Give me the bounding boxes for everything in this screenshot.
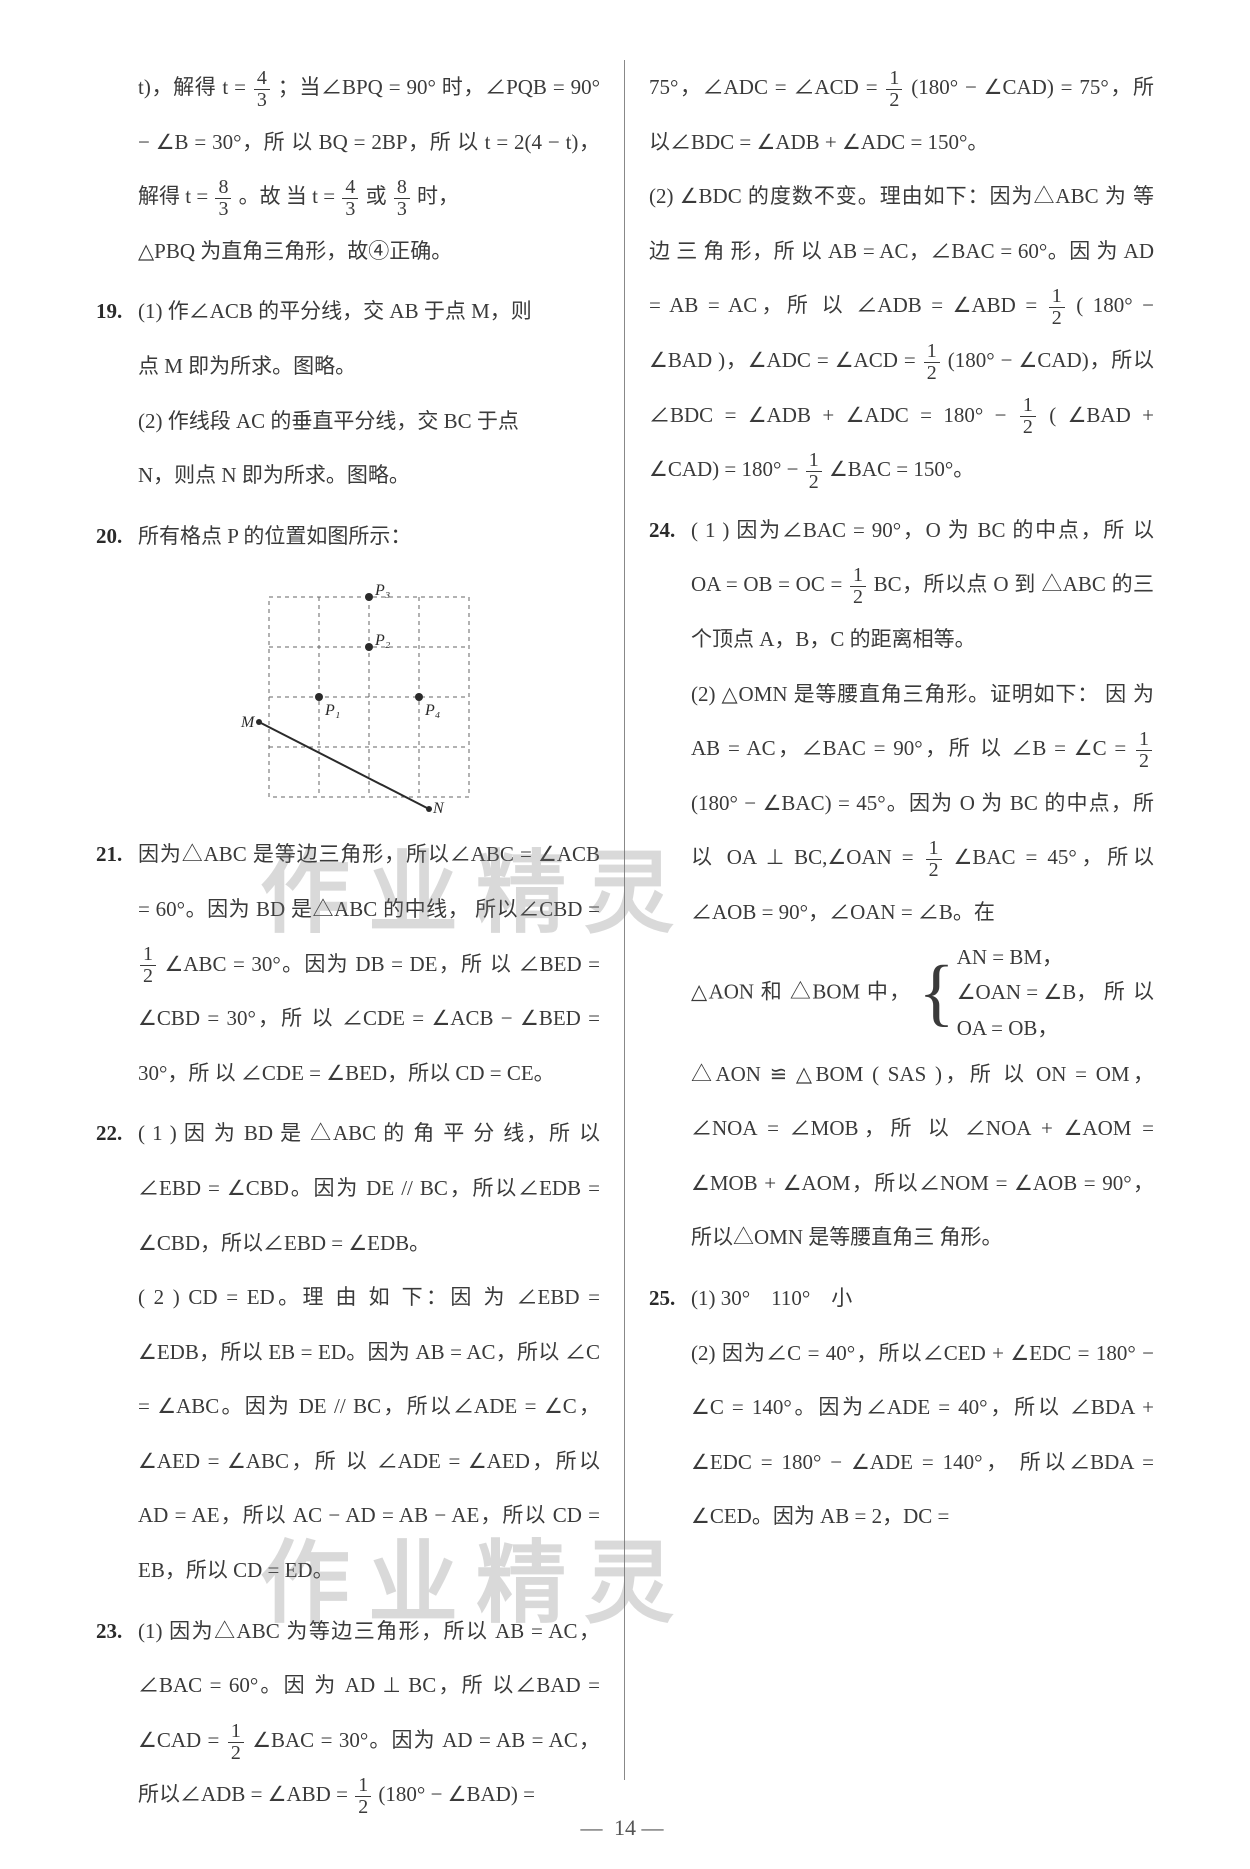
fraction: 12 [926,838,942,881]
svg-text:N: N [432,800,445,817]
fraction: 12 [140,944,156,987]
fraction: 12 [228,1721,244,1764]
text: ∠EBD = ∠CBD。因为 DE // BC，所以∠EDB = [138,1176,600,1200]
text: (1) 30° 110° 小 [691,1286,852,1310]
fraction: 43 [254,68,270,111]
text: 所有格点 P 的位置如图所示： [138,524,411,548]
text: ( ∠BAD + [1049,403,1154,427]
fraction: 12 [924,341,940,384]
problem-number: 21. [96,827,122,882]
text: ∠C = [1074,736,1134,760]
svg-text:P₄: P₄ [424,702,440,719]
text: (180° − ∠BAC) = 45°。因为 O 为 BC [691,791,1038,815]
text: ∠BAC = [954,845,1038,869]
problem-number: 24. [649,503,675,558]
fraction: 43 [342,177,358,220]
sys-row: OA = OB， [957,1011,1098,1047]
text: ∠BAC = 30°。因为 AD = AB = AC， [252,1728,600,1752]
text: 所以∠ADB = ∠ABD = [138,1782,353,1806]
fraction: 12 [1020,395,1036,438]
text: N，则点 N 即为所求。图略。 [138,463,410,487]
text: ∠CDE = ∠BED，所以 CD = CE。 [241,1061,555,1085]
text: ∠CAD = [138,1728,226,1752]
text: 角形。 [940,1225,1003,1249]
text: 75°，∠ADC = ∠ACD = [649,75,884,99]
fraction: 83 [215,177,231,220]
text: ( 1 ) 因为∠BAC = 90°，O 为 BC 的中点，所 [691,518,1126,542]
text: 。故 当 t = [239,184,341,208]
two-column-layout: t)，解得 t = 43 ；当∠BPQ = 90° 时，∠PQB = 90° −… [90,60,1160,1780]
text: 点 M 即为所求。图略。 [138,354,356,378]
fraction: 12 [806,450,822,493]
fraction: 12 [1049,286,1065,329]
text: ( 2 ) CD = ED。理 由 如 下：因 为 ∠EBD = [138,1285,600,1309]
problem-number: 23. [96,1604,122,1659]
text: (2) 因为∠C = 40°，所以∠CED + ∠EDC = [691,1341,1089,1365]
sys-row: ∠OAN = ∠B， [957,975,1098,1011]
left-column: t)，解得 t = 43 ；当∠BPQ = 90° 时，∠PQB = 90° −… [90,60,625,1780]
svg-text:P₁: P₁ [324,702,340,719]
svg-text:P₂: P₂ [374,632,391,649]
system-rows: AN = BM， ∠OAN = ∠B， OA = OB， [957,940,1098,1047]
problem-23: 23. (1) 因为△ABC 为等边三角形，所以 AB = AC， ∠BAC =… [96,1604,600,1822]
problem-number: 22. [96,1106,122,1161]
text: (1) 因为△ABC 为等边三角形，所以 AB = AC， [138,1619,600,1643]
text: (2) △OMN 是等腰直角三角形。证明如下： [691,682,1099,706]
text: (2) 作线段 AC 的垂直平分线，交 BC 于点 [138,409,519,433]
text: ∠ADB + ∠ADC = 180° − [748,403,1018,427]
text: ∠BAC = 150°。 [829,457,974,481]
text: 所 [1104,979,1126,1003]
text: △PBQ 为直角三角形，故④正确。 [138,239,452,263]
fraction: 12 [850,565,866,608]
text: (180° − ∠BAD) = [378,1782,535,1806]
text: 时， [417,184,459,208]
svg-text:P₃: P₃ [374,582,390,599]
problem-number: 20. [96,509,122,564]
text: ∠CAD) = 180° − [649,457,804,481]
text: ∠CBD，所以∠EBD = ∠EDB。 [138,1231,430,1255]
text: (2) ∠BDC 的度数不变。理由如下：因为△ABC [649,184,1099,208]
page-number-value: 14 [614,1815,636,1840]
text: ∠ACD = [835,348,922,372]
text: 或 [366,184,392,208]
text: ∠ABC = 30°。因为 DB = [165,952,403,976]
text: ∠EDB，所以 EB = ED。因为 AB = AC，所以 [138,1340,559,1364]
problem-25: 25. (1) 30° 110° 小 (2) 因为∠C = 40°，所以∠CED… [649,1271,1154,1544]
text: (180° − ∠CAD) = [911,75,1072,99]
text: t)，解得 t = [138,75,252,99]
dash-icon: — [581,1815,609,1840]
svg-text:M: M [240,714,256,731]
sys-row: AN = BM， [957,940,1098,976]
page-number: — 14 — [0,1815,1250,1841]
text: ∠ABD = [953,293,1047,317]
fraction: 12 [886,68,902,111]
text: ；当∠BPQ = 90° 时，∠PQB = [278,75,565,99]
right-column: 75°，∠ADC = ∠ACD = 12 (180° − ∠CAD) = 75°… [625,60,1160,1780]
text: BC，所以点 O 到 [874,572,1036,596]
grid-figure: P₃ P₂ P₁ P₄ M N [229,577,509,817]
problem-19: 19. (1) 作∠ACB 的平分线，交 AB 于点 M，则 点 M 即为所求。… [96,284,600,502]
text: 所以∠CBD = [475,897,600,921]
text: △AON 和 △BOM 中， [691,979,912,1003]
problem-22: 22. ( 1 ) 因 为 BD 是 △ABC 的 角 平 分 线，所 以 ∠E… [96,1106,600,1597]
text: ( 1 ) 因 为 BD 是 △ABC 的 角 平 分 线，所 以 [138,1121,600,1145]
fraction: 83 [394,177,410,220]
fraction: 12 [1136,729,1152,772]
problem-number: 19. [96,284,122,339]
problem-23-cont: 75°，∠ADC = ∠ACD = 12 (180° − ∠CAD) = 75°… [649,60,1154,497]
problem-21: 21. 因为△ABC 是等边三角形，所以∠ABC = ∠ACB = 60°。因为… [96,827,600,1100]
problem-number: 25. [649,1271,675,1326]
problem-20: 20. 所有格点 P 的位置如图所示： [96,509,600,818]
text: 因为△ABC 是等边三角形，所以∠ABC = [138,842,532,866]
text: (1) 作∠ACB 的平分线，交 AB 于点 M，则 [138,299,532,323]
text: ∠BAC = 60°。因 为 AD ⊥ BC，所 以∠BAD = [138,1673,600,1697]
problem-24: 24. ( 1 ) 因为∠BAC = 90°，O 为 BC 的中点，所 以 OA… [649,503,1154,1265]
dash-icon: — [642,1815,670,1840]
fraction: 12 [355,1775,371,1818]
equation-system: { AN = BM， ∠OAN = ∠B， OA = OB， [918,940,1097,1047]
brace-icon: { [918,963,954,1023]
problem-18-cont: t)，解得 t = 43 ；当∠BPQ = 90° 时，∠PQB = 90° −… [96,60,600,278]
